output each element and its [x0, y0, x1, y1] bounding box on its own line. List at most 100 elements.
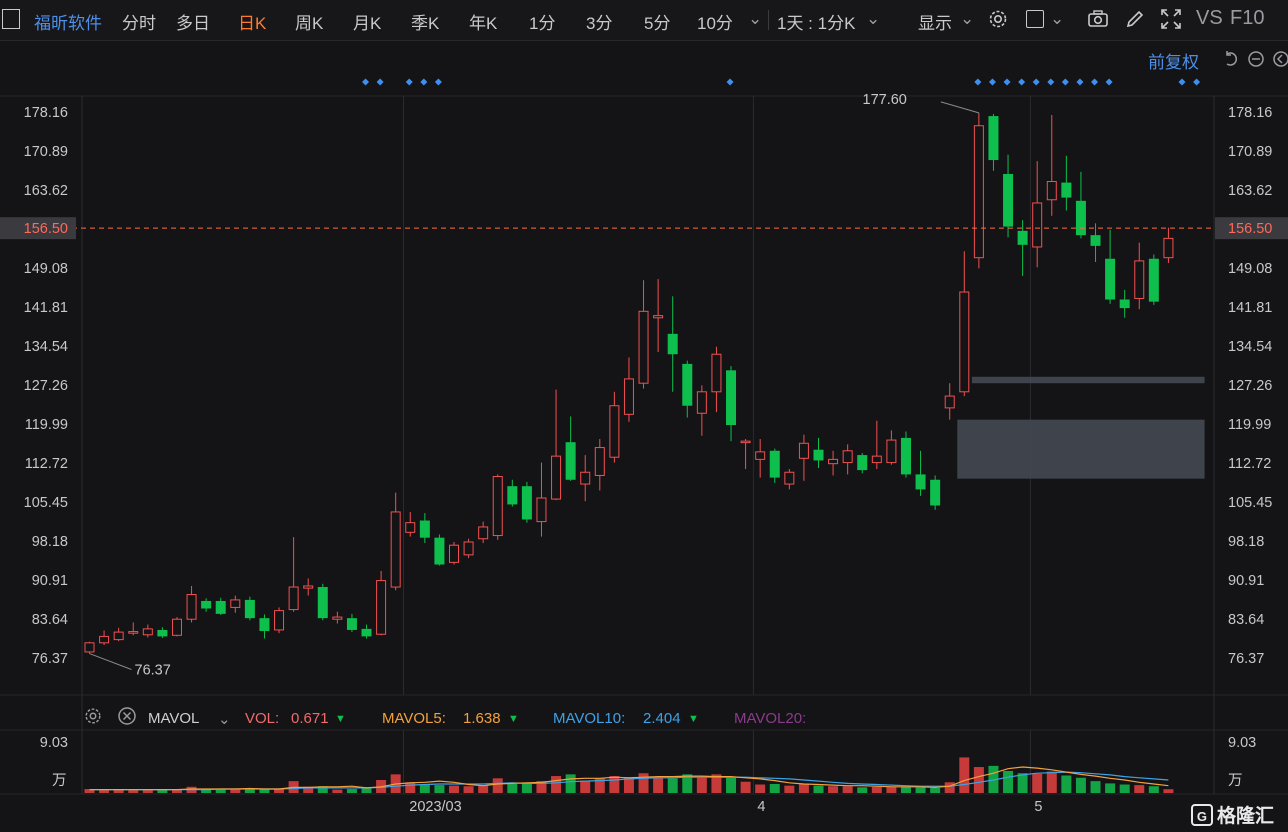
- volume-bar: [1046, 771, 1057, 793]
- pencil-icon[interactable]: [1124, 8, 1146, 30]
- indicator-chevron-icon[interactable]: ⌄: [218, 711, 231, 728]
- period-dropdown-chevron-icon[interactable]: ⌄: [748, 9, 763, 28]
- checkbox-chevron-icon[interactable]: ⌄: [1050, 9, 1065, 28]
- candle-body: [769, 450, 780, 478]
- volume-bar: [361, 788, 372, 793]
- volume-bar: [915, 787, 926, 793]
- close-indicator-icon[interactable]: [117, 706, 137, 726]
- back-icon[interactable]: [1272, 50, 1288, 68]
- volume-bar: [798, 783, 809, 793]
- tab-daily-k[interactable]: 日K: [238, 14, 267, 33]
- current-price-tag-right-bg: [1215, 217, 1288, 240]
- candle-body: [317, 587, 328, 619]
- volume-bar: [346, 789, 357, 793]
- candle-body: [142, 628, 153, 636]
- tab-monthly-k[interactable]: 月K: [353, 14, 382, 33]
- price-tick-label-left: 163.62: [24, 183, 68, 199]
- date-tick-label: 5: [1034, 799, 1042, 815]
- candle-body: [215, 600, 226, 614]
- f10-button[interactable]: F10: [1230, 7, 1265, 29]
- price-tick-label-left: 141.81: [24, 300, 68, 316]
- price-tick-label-left: 112.72: [25, 456, 68, 472]
- candle-body: [1061, 182, 1072, 198]
- tab-1min[interactable]: 1分: [529, 14, 556, 33]
- sidebar-toggle-icon[interactable]: [2, 9, 20, 29]
- checkbox-icon[interactable]: [1026, 10, 1044, 28]
- zoom-out-icon[interactable]: [1247, 50, 1265, 68]
- mavol10-down-arrow-icon: ▼: [688, 713, 699, 725]
- candle-body: [653, 315, 664, 319]
- candle: [274, 607, 285, 634]
- candle: [449, 541, 459, 565]
- stock-name[interactable]: 福昕软件: [34, 14, 102, 33]
- candle: [361, 624, 372, 639]
- volume-bar: [99, 789, 110, 793]
- candle: [959, 251, 970, 397]
- price-tick-label-right: 83.64: [1228, 612, 1264, 628]
- candle-body: [1017, 230, 1028, 245]
- volume-bar: [317, 786, 328, 793]
- vs-button[interactable]: VS: [1196, 7, 1223, 29]
- price-gap-zones: [957, 376, 1205, 479]
- price-tick-label-left: 119.99: [25, 417, 68, 433]
- max-price-label: 177.60: [863, 92, 907, 108]
- candle-body: [1003, 174, 1014, 227]
- event-marker: [988, 78, 996, 86]
- indicator-name[interactable]: MAVOL: [148, 710, 200, 727]
- candle: [594, 438, 605, 491]
- event-marker: [376, 78, 384, 86]
- candle-body: [113, 631, 124, 641]
- candle: [1105, 229, 1116, 304]
- candle-body: [623, 378, 634, 415]
- price-tick-label-left: 127.26: [24, 378, 68, 394]
- watermark-text: 格隆汇: [1216, 806, 1274, 827]
- current-price-line: 156.50 156.50: [0, 217, 1288, 240]
- tab-multiday[interactable]: 多日: [176, 14, 210, 33]
- fullscreen-icon[interactable]: [1160, 8, 1182, 30]
- undo-icon[interactable]: [1222, 50, 1240, 68]
- candle-body: [288, 586, 299, 611]
- tab-yearly-k[interactable]: 年K: [469, 14, 498, 33]
- candle: [900, 431, 911, 478]
- indicator-settings-gear-icon[interactable]: [83, 706, 103, 726]
- event-marker: [1032, 78, 1040, 86]
- date-tick-label: 4: [757, 799, 765, 815]
- tab-3min[interactable]: 3分: [586, 14, 613, 33]
- candle: [871, 420, 882, 470]
- tab-timeshare[interactable]: 分时: [122, 14, 156, 33]
- camera-icon[interactable]: [1087, 8, 1109, 30]
- candle: [303, 578, 314, 596]
- tab-weekly-k[interactable]: 周K: [295, 14, 324, 33]
- candle-body: [361, 628, 372, 637]
- interval-chevron-icon[interactable]: ⌄: [866, 9, 881, 28]
- volume-bar: [930, 787, 941, 793]
- gear-icon[interactable]: [987, 8, 1009, 30]
- volume-bar: [857, 787, 868, 793]
- adjust-mode-selector[interactable]: 前复权: [1148, 53, 1199, 72]
- candle: [390, 492, 401, 591]
- price-tick-label-right: 163.62: [1228, 183, 1272, 199]
- tab-5min[interactable]: 5分: [644, 14, 671, 33]
- candle-body: [755, 451, 766, 460]
- candle: [1134, 242, 1145, 310]
- volume-bar: [828, 786, 839, 793]
- candle-body: [390, 511, 401, 588]
- display-chevron-icon[interactable]: ⌄: [960, 9, 975, 28]
- event-marker: [420, 78, 428, 86]
- candle: [623, 357, 634, 422]
- display-menu[interactable]: 显示: [918, 14, 952, 33]
- volume-unit-right: 万: [1228, 773, 1243, 789]
- candle-body: [99, 635, 110, 644]
- price-tick-label-right: 76.37: [1228, 651, 1264, 667]
- tab-quarterly-k[interactable]: 季K: [411, 14, 440, 33]
- candle: [157, 627, 168, 638]
- volume-bar: [507, 783, 518, 793]
- candle-body: [886, 439, 897, 464]
- candle-body: [740, 440, 751, 444]
- tab-10min[interactable]: 10分: [697, 14, 733, 33]
- watermark-icon: G: [1190, 803, 1213, 826]
- price-tick-label-left: 98.18: [32, 534, 68, 550]
- interval-selector[interactable]: 1天 : 1分K: [777, 14, 856, 33]
- kline-chart[interactable]: 178.16 170.89 163.62 149.08 141.81 134.54 127.…: [0, 40, 1288, 832]
- candle-body: [609, 405, 620, 458]
